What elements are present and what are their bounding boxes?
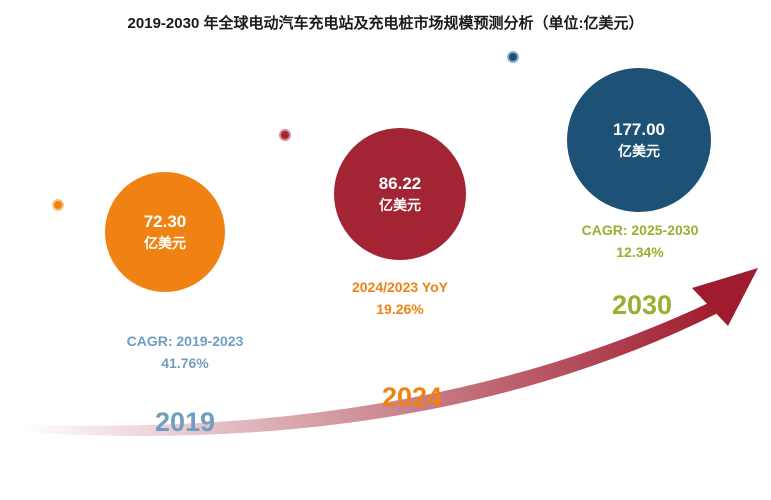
growth-arrow-head: [692, 268, 758, 326]
chart-title: 2019-2030 年全球电动汽车充电站及充电桩市场规模预测分析（单位:亿美元）: [127, 15, 644, 32]
value-bubble-2024: 86.22 亿美元: [334, 128, 466, 260]
marker-dot-2030: [507, 51, 519, 63]
year-label-2019: 2019: [155, 407, 216, 437]
year-label-2030: 2030: [612, 290, 673, 320]
marker-dot-2019: [52, 199, 64, 211]
value-2019: 72.30: [143, 212, 187, 231]
value-2024: 86.22: [378, 174, 422, 193]
yoy-value-2024: 19.26%: [376, 301, 424, 317]
yoy-note-2024: 2024/2023 YoY 19.26%: [325, 276, 475, 320]
cagr-label-2019: CAGR: 2019-2023: [126, 333, 244, 349]
year-label-2024: 2024: [382, 382, 443, 412]
cagr-note-2030: CAGR: 2025-2030 12.34%: [555, 219, 725, 263]
unit-2019: 亿美元: [144, 235, 186, 251]
unit-2030: 亿美元: [618, 143, 660, 159]
yoy-label-2024: 2024/2023 YoY: [351, 279, 448, 295]
unit-2024: 亿美元: [379, 197, 421, 213]
value-bubble-2030: 177.00 亿美元: [567, 68, 711, 212]
value-2030: 177.00: [613, 120, 665, 139]
cagr-note-2019: CAGR: 2019-2023 41.76%: [95, 330, 275, 374]
cagr-value-2019: 41.76%: [161, 355, 209, 371]
value-bubble-2019: 72.30 亿美元: [105, 172, 225, 292]
cagr-value-2030: 12.34%: [616, 244, 664, 260]
growth-arrow-shaft: [20, 300, 720, 436]
cagr-label-2030: CAGR: 2025-2030: [581, 222, 699, 238]
marker-dot-2024: [279, 129, 291, 141]
